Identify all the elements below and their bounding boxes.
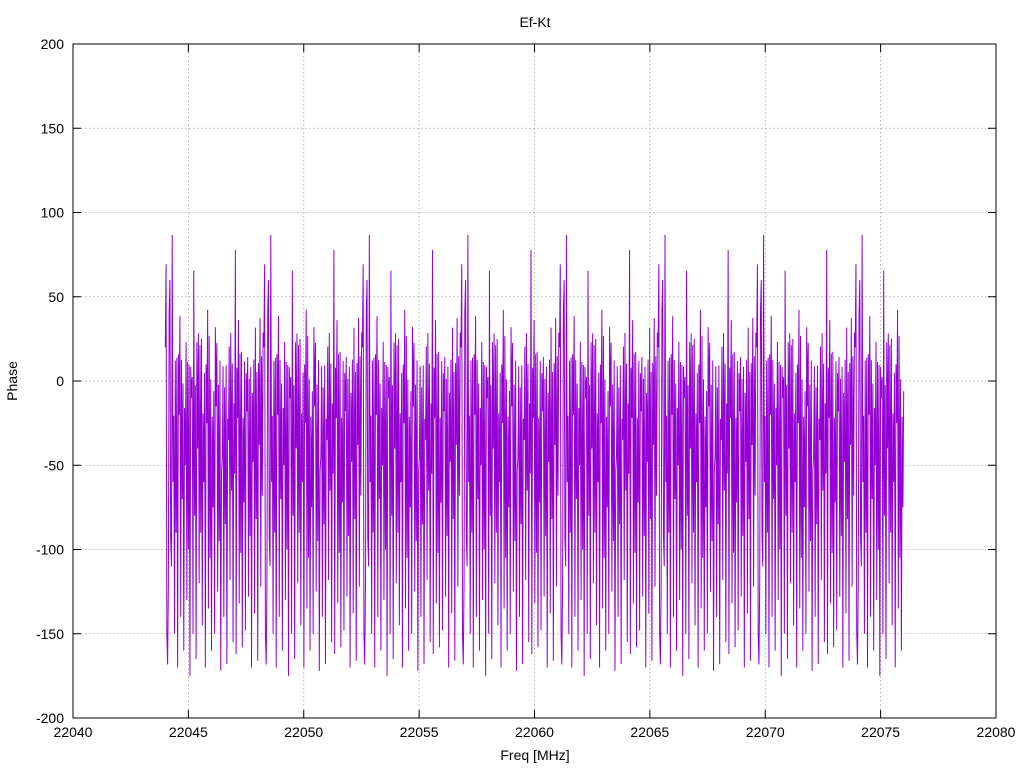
x-tick-label: 22080: [977, 724, 1016, 740]
y-tick-label: 0: [56, 373, 64, 389]
chart-title: Ef-Kt: [519, 14, 550, 30]
y-axis-label: Phase: [4, 361, 20, 401]
y-tick-label: 150: [41, 120, 65, 136]
series-phase: [164, 234, 905, 676]
y-tick-label: 100: [41, 205, 65, 221]
y-tick-label: -150: [36, 626, 64, 642]
phase-series-line: [164, 234, 905, 676]
x-axis-label: Freq [MHz]: [500, 747, 569, 763]
x-tick-label: 22050: [284, 724, 323, 740]
x-tick-label: 22075: [861, 724, 900, 740]
x-tick-label: 22055: [400, 724, 439, 740]
y-tick-label: -50: [44, 457, 64, 473]
x-tick-label: 22045: [169, 724, 208, 740]
y-axis-ticks: -200 -150 -100 -50 0 50 100 150 200: [36, 36, 996, 726]
x-tick-label: 22065: [630, 724, 669, 740]
x-axis-ticks: 22040 22045 22050 22055 22060 22065 22070 22075…: [54, 44, 1016, 740]
y-tick-label: 50: [48, 289, 64, 305]
y-tick-label: -200: [36, 710, 64, 726]
y-tick-label: -100: [36, 542, 64, 558]
x-tick-label: 22060: [515, 724, 554, 740]
y-tick-label: 200: [41, 36, 65, 52]
x-tick-label: 22040: [54, 724, 93, 740]
x-tick-label: 22070: [746, 724, 785, 740]
